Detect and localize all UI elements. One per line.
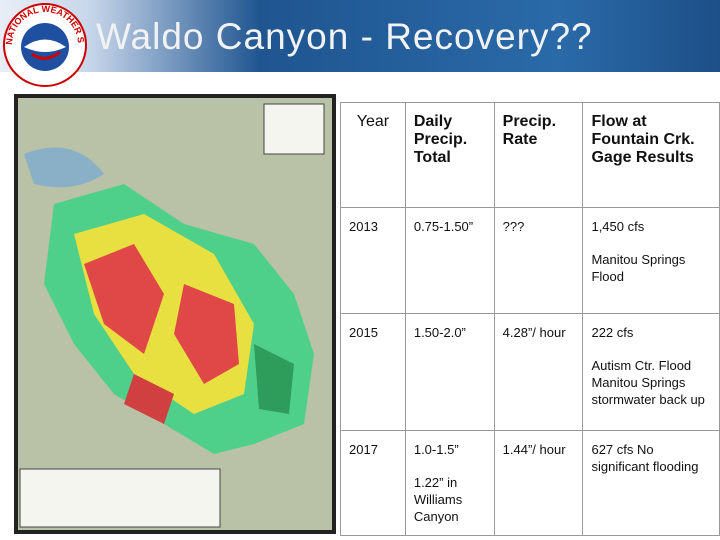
logo: NATIONAL WEATHER SERVICE	[2, 2, 87, 87]
cell-text: 4.28”/ hour	[502, 325, 566, 340]
cell-text: 1.44”/ hour	[502, 442, 566, 457]
column-header: Flow at Fountain Crk. Gage Results	[582, 102, 720, 208]
cell-text: 222 cfs	[591, 325, 634, 340]
table-cell: 2015	[340, 313, 406, 431]
data-table: Year Daily Precip. Total Precip. Rate Flow …	[340, 102, 720, 536]
cell-text: 627 cfs No significant flooding	[591, 442, 699, 474]
table-row: 2015 1.50-2.0” 4.28”/ hour 222 cfs Autism Ct…	[340, 313, 720, 431]
column-header: Year	[340, 102, 406, 208]
cell-text: Manitou Springs Flood	[591, 252, 686, 284]
cell-text: 2017	[349, 442, 378, 457]
table-cell: 2017	[340, 430, 406, 536]
header-bar	[0, 0, 720, 72]
cell-text: 1.0-1.5”	[413, 442, 459, 457]
column-header: Precip. Rate	[493, 102, 584, 208]
table-cell: 627 cfs No significant flooding	[582, 430, 720, 536]
cell-text: Autism Ctr. Flood Manitou Springs stormw…	[591, 358, 705, 407]
table-cell: 222 cfs Autism Ctr. Flood Manitou Springs…	[582, 313, 720, 431]
column-header: Daily Precip. Total	[404, 102, 495, 208]
cell-text: 0.75-1.50”	[413, 219, 474, 234]
cell-text: 1,450 cfs	[591, 219, 645, 234]
table-cell: 1.44”/ hour	[493, 430, 584, 536]
cell-text: 2015	[349, 325, 378, 340]
table-cell: ???	[493, 207, 584, 314]
cell-text: 1.50-2.0”	[413, 325, 466, 340]
table-cell: 1.50-2.0”	[404, 313, 495, 431]
slide-title: Waldo Canyon - Recovery??	[96, 16, 593, 57]
cell-text: 1.22” in Williams Canyon	[413, 475, 463, 524]
cell-text: ???	[502, 219, 525, 234]
table-row: 2017 1.0-1.5” 1.22” in Williams Canyon 1.44…	[340, 430, 720, 536]
table-cell: 4.28”/ hour	[493, 313, 584, 431]
table-cell: 2013	[340, 207, 406, 314]
table-cell: 1.0-1.5” 1.22” in Williams Canyon	[404, 430, 495, 536]
table-row: 2013 0.75-1.50”??? 1,450 cfs Manitou Spring…	[340, 207, 720, 314]
map-image	[14, 94, 336, 534]
cell-text: 2013	[349, 219, 378, 234]
table-cell: 1,450 cfs Manitou Springs Flood	[582, 207, 720, 314]
table-cell: 0.75-1.50”	[404, 207, 495, 314]
